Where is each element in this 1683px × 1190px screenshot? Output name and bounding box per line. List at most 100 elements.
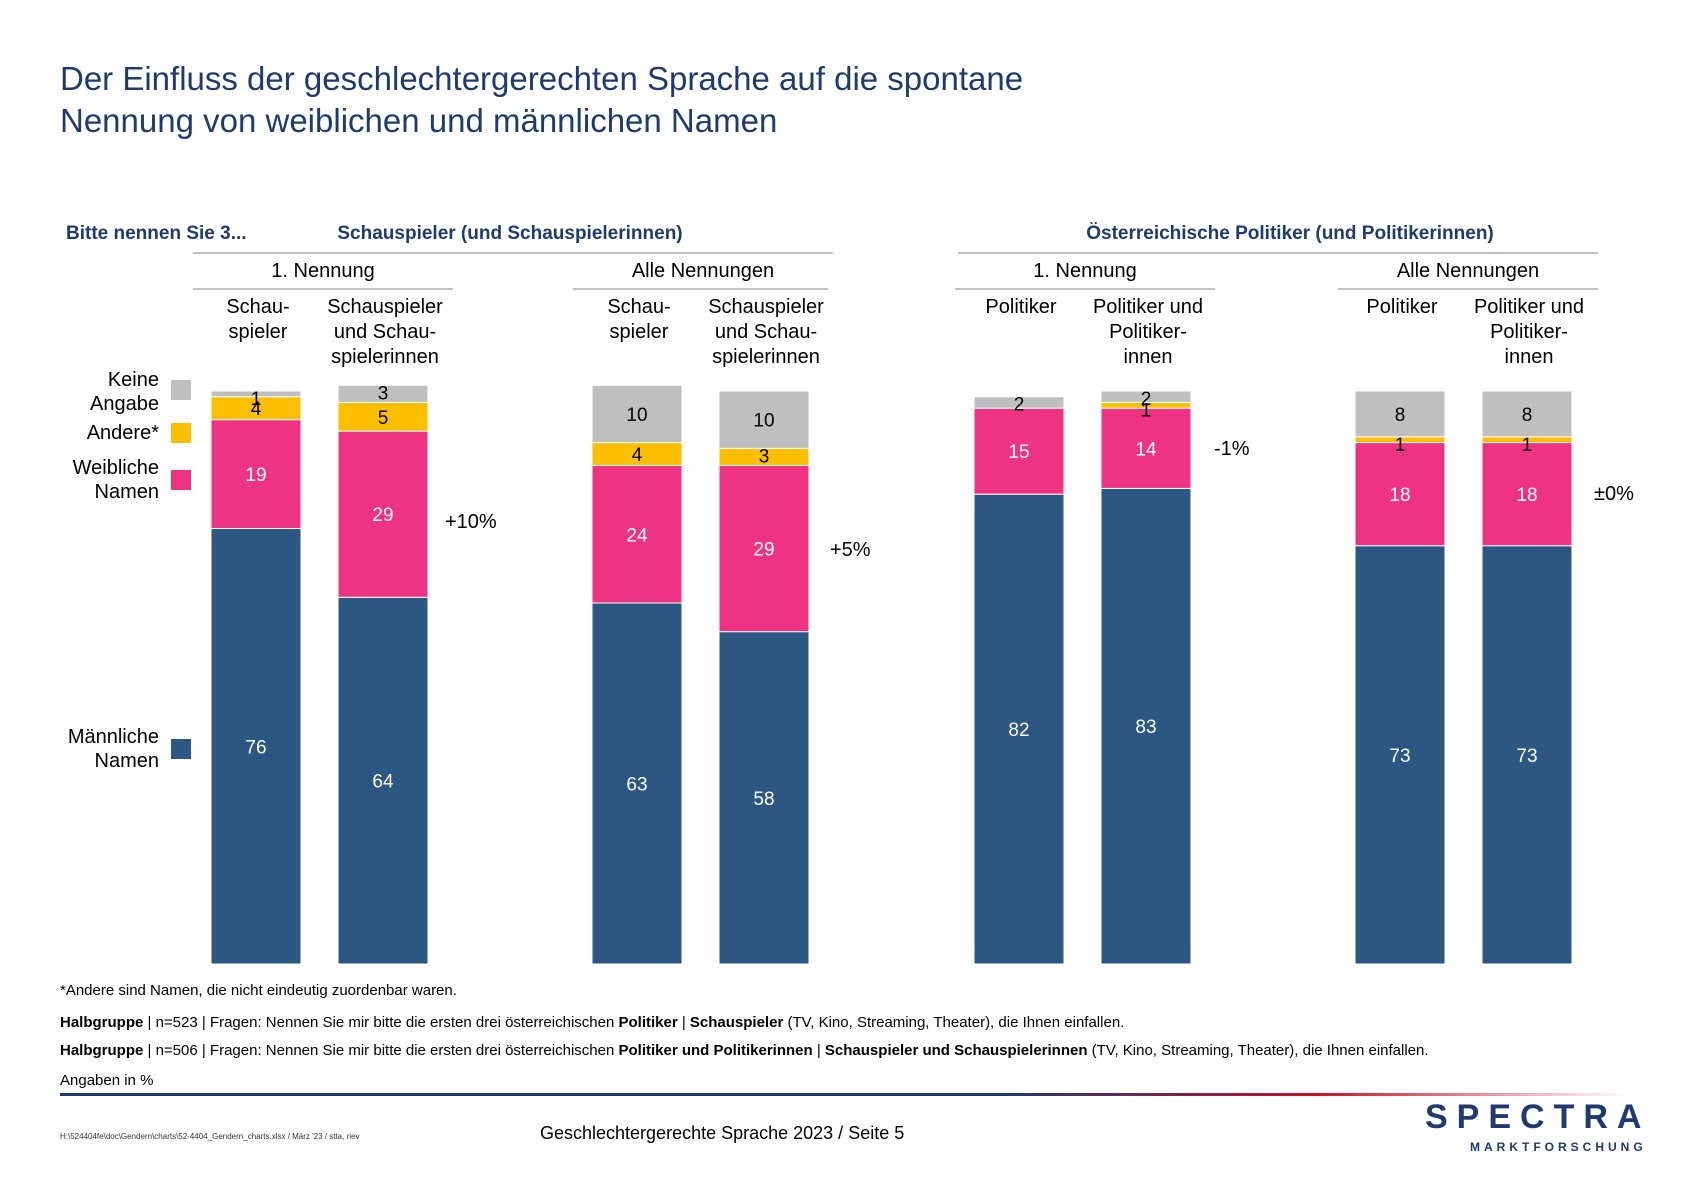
bar-segment-keine-angabe bbox=[337, 384, 429, 403]
data-label-andere: 5 bbox=[378, 408, 389, 429]
category-label: Politiker und Politiker- innen bbox=[1092, 296, 1204, 368]
bar-segment-keine-angabe bbox=[1481, 390, 1573, 438]
footnote-label: Halbgruppe bbox=[60, 1014, 144, 1031]
legend-label-weibliche-namen: Weibliche Namen bbox=[72, 457, 159, 503]
group-underline-actors bbox=[193, 252, 833, 254]
data-label-weibliche-namen: 18 bbox=[1516, 485, 1537, 506]
footnote-separator: | bbox=[677, 1014, 690, 1031]
bar-segment-keine-angabe bbox=[1100, 390, 1192, 403]
subgroup-title-politicians-all: Alle Nennungen bbox=[1396, 260, 1540, 282]
legend-label-keine-angabe: Keine Angabe bbox=[90, 369, 159, 415]
units-note: Angaben in % bbox=[60, 1072, 154, 1089]
data-label-maennliche-namen: 58 bbox=[753, 789, 774, 810]
page-title-line-2: Nennung von weiblichen und männlichen Na… bbox=[60, 102, 778, 139]
data-label-keine-angabe: 2 bbox=[1014, 395, 1025, 416]
bar-segment-maennliche-namen bbox=[210, 528, 302, 965]
legend-label-andere: Andere* bbox=[86, 422, 159, 444]
data-label-keine-angabe: 3 bbox=[378, 383, 389, 404]
subgroup-underline bbox=[193, 288, 453, 290]
data-label-maennliche-namen: 64 bbox=[372, 772, 394, 793]
data-label-maennliche-namen: 82 bbox=[1008, 720, 1029, 741]
file-path: H:\524404fe\doc\Gendern\charts\52-4404_G… bbox=[60, 1132, 360, 1141]
footer-rule bbox=[60, 1093, 1630, 1096]
bar-segment-keine-angabe bbox=[591, 384, 683, 444]
footnote-sample-1: Halbgruppe | n=523 | Fragen: Nennen Sie … bbox=[60, 1014, 1124, 1031]
category-label: Schauspieler und Schau- spielerinnen bbox=[708, 296, 824, 368]
page-title: Der Einfluss der geschlechtergerechten S… bbox=[60, 58, 1460, 142]
footnote-bold: Politiker bbox=[618, 1014, 678, 1031]
bar-segment-weibliche-namen bbox=[591, 464, 683, 604]
data-label-andere: 4 bbox=[632, 445, 643, 466]
page-footer: Geschlechtergerechte Sprache 2023 / Seit… bbox=[540, 1123, 905, 1143]
footnote-andere: *Andere sind Namen, die nicht eindeutig … bbox=[60, 982, 457, 999]
footnote-text: | n=523 | Fragen: Nennen Sie mir bitte d… bbox=[143, 1014, 619, 1031]
group-title-politicians: Österreichische Politiker (und Politiker… bbox=[1086, 223, 1494, 244]
data-label-andere: 1 bbox=[1395, 435, 1406, 456]
data-label-maennliche-namen: 63 bbox=[626, 775, 647, 796]
footnote-separator: | bbox=[812, 1042, 825, 1059]
footnote-text: (TV, Kino, Streaming, Theater), die Ihne… bbox=[1087, 1042, 1429, 1059]
bar-segment-weibliche-namen bbox=[337, 430, 429, 598]
footnote-text: | n=506 | Fragen: Nennen Sie mir bitte d… bbox=[143, 1042, 619, 1059]
footnote-label: Halbgruppe bbox=[60, 1042, 144, 1059]
delta-label-actors-first: +10% bbox=[445, 511, 497, 533]
data-label-andere: 4 bbox=[251, 399, 262, 420]
subgroup-underline bbox=[1338, 288, 1598, 290]
subgroup-title-actors-all: Alle Nennungen bbox=[631, 260, 775, 282]
data-label-weibliche-namen: 18 bbox=[1389, 485, 1410, 506]
bar-segment-maennliche-namen bbox=[718, 631, 810, 965]
delta-label-actors-all: +5% bbox=[830, 539, 871, 561]
subgroup-title-actors-first: 1. Nennung bbox=[271, 260, 375, 282]
bar-segment-weibliche-namen bbox=[210, 419, 302, 530]
data-label-andere: 3 bbox=[759, 446, 770, 467]
data-label-keine-angabe: 10 bbox=[753, 411, 774, 432]
bar-segment-keine-angabe bbox=[718, 390, 810, 449]
footnote-bold: Schauspieler bbox=[689, 1014, 784, 1031]
delta-label-politicians-first: -1% bbox=[1214, 438, 1250, 460]
data-label-weibliche-namen: 19 bbox=[245, 465, 266, 486]
footnote-text: (TV, Kino, Streaming, Theater), die Ihne… bbox=[783, 1014, 1125, 1031]
page-title-line-1: Der Einfluss der geschlechtergerechten S… bbox=[60, 60, 1024, 97]
data-label-maennliche-namen: 83 bbox=[1135, 717, 1156, 738]
data-label-keine-angabe: 8 bbox=[1522, 405, 1533, 426]
bar-segment-weibliche-namen bbox=[973, 407, 1065, 495]
group-underline-politicians bbox=[958, 252, 1598, 254]
footnote-sample-2: Halbgruppe | n=506 | Fragen: Nennen Sie … bbox=[60, 1042, 1429, 1059]
data-label-maennliche-namen: 76 bbox=[245, 737, 266, 758]
data-label-weibliche-namen: 15 bbox=[1008, 442, 1029, 463]
bar-segment-maennliche-namen bbox=[591, 602, 683, 965]
bar-segment-weibliche-namen bbox=[718, 464, 810, 633]
category-label: Schau- spieler bbox=[226, 296, 290, 343]
category-label: Schauspieler und Schau- spielerinnen bbox=[327, 296, 443, 368]
legend-label-maennliche-namen: Männliche Namen bbox=[67, 726, 159, 772]
bar-segment-maennliche-namen bbox=[1100, 487, 1192, 965]
delta-label-politicians-all: ±0% bbox=[1594, 483, 1634, 505]
bar-segment-maennliche-namen bbox=[973, 493, 1065, 965]
subgroup-title-politicians-first: 1. Nennung bbox=[1033, 260, 1137, 282]
question-label: Bitte nennen Sie 3... bbox=[66, 223, 247, 244]
data-label-keine-angabe: 8 bbox=[1395, 405, 1406, 426]
bar-segment-andere bbox=[337, 401, 429, 432]
bar-segment-weibliche-namen bbox=[1481, 442, 1573, 547]
data-label-keine-angabe: 2 bbox=[1141, 389, 1152, 410]
bar-segment-maennliche-namen bbox=[1354, 545, 1446, 965]
data-label-weibliche-namen: 29 bbox=[372, 505, 393, 526]
subgroup-underline bbox=[573, 288, 828, 290]
legend-swatch-andere bbox=[171, 423, 191, 443]
bar-segment-weibliche-namen bbox=[1354, 442, 1446, 547]
legend-swatch-weibliche-namen bbox=[171, 470, 191, 490]
category-label: Politiker bbox=[1366, 296, 1438, 318]
category-label: Politiker und Politiker- innen bbox=[1473, 296, 1585, 368]
footnote-bold: Politiker und Politikerinnen bbox=[618, 1042, 813, 1059]
bar-segment-keine-angabe bbox=[210, 390, 302, 398]
data-label-weibliche-namen: 14 bbox=[1135, 439, 1157, 460]
legend-swatch-maennliche-namen bbox=[171, 739, 191, 759]
data-label-andere: 1 bbox=[1141, 400, 1152, 421]
bar-segment-maennliche-namen bbox=[337, 596, 429, 965]
spectra-logo: SPECTRA bbox=[1425, 1098, 1651, 1136]
data-label-weibliche-namen: 24 bbox=[626, 525, 648, 546]
data-label-keine-angabe: 10 bbox=[626, 405, 647, 426]
data-label-maennliche-namen: 73 bbox=[1516, 746, 1537, 767]
data-label-andere: 1 bbox=[1522, 435, 1533, 456]
